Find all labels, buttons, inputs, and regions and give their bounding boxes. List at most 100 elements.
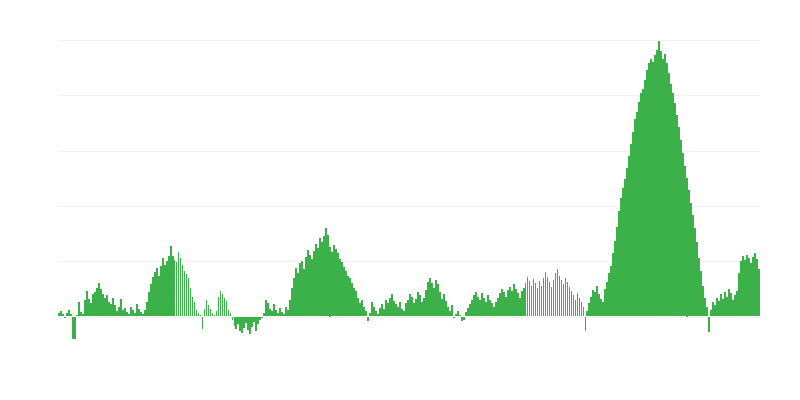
bar bbox=[143, 309, 146, 317]
bar bbox=[674, 103, 677, 317]
bar bbox=[598, 294, 601, 317]
bar bbox=[97, 283, 100, 317]
bar bbox=[335, 249, 338, 317]
bar bbox=[698, 257, 700, 317]
bar bbox=[221, 293, 224, 317]
bar bbox=[714, 305, 716, 317]
bar bbox=[470, 299, 473, 317]
bar bbox=[189, 287, 192, 317]
bar bbox=[309, 254, 312, 317]
gridline bbox=[58, 205, 760, 207]
bar bbox=[656, 49, 659, 317]
bar bbox=[458, 315, 461, 317]
bar bbox=[247, 316, 250, 330]
bar bbox=[526, 276, 529, 317]
bar bbox=[494, 302, 497, 317]
bar bbox=[111, 297, 114, 317]
bar bbox=[267, 303, 270, 317]
bar bbox=[345, 271, 347, 317]
bar bbox=[403, 310, 405, 317]
bar bbox=[608, 273, 611, 317]
bar bbox=[365, 310, 367, 317]
bar bbox=[560, 280, 563, 317]
bar bbox=[299, 263, 302, 317]
bar bbox=[684, 166, 687, 317]
bar bbox=[165, 261, 168, 317]
bar bbox=[325, 228, 328, 317]
bar bbox=[696, 242, 698, 317]
bar bbox=[640, 93, 643, 317]
bar bbox=[670, 84, 673, 317]
bar bbox=[434, 280, 437, 317]
bar bbox=[149, 284, 152, 317]
bar bbox=[203, 308, 206, 317]
bar bbox=[65, 312, 68, 317]
bar bbox=[752, 256, 754, 317]
bar bbox=[357, 297, 359, 317]
bar bbox=[416, 292, 419, 317]
bar bbox=[179, 258, 182, 317]
bar bbox=[694, 228, 697, 317]
bar bbox=[207, 305, 210, 317]
bar bbox=[257, 316, 260, 325]
bar bbox=[584, 316, 587, 331]
bar bbox=[592, 289, 595, 317]
bar bbox=[460, 316, 463, 321]
bar bbox=[412, 303, 415, 317]
bar bbox=[548, 282, 551, 317]
bar bbox=[359, 303, 361, 317]
bar bbox=[201, 316, 204, 329]
bar bbox=[371, 302, 373, 317]
bar bbox=[289, 299, 292, 317]
bar bbox=[562, 284, 565, 317]
bar bbox=[109, 304, 112, 317]
bar bbox=[534, 283, 537, 317]
bar bbox=[576, 293, 579, 317]
bar bbox=[446, 306, 449, 317]
bar bbox=[89, 303, 92, 317]
bar bbox=[606, 282, 609, 317]
bar bbox=[141, 313, 144, 317]
bar bbox=[125, 311, 128, 317]
bar bbox=[692, 214, 695, 317]
bar bbox=[418, 295, 421, 317]
bar bbox=[544, 272, 547, 317]
bar bbox=[83, 299, 86, 317]
bar bbox=[117, 306, 120, 317]
bar bbox=[347, 275, 349, 317]
bar bbox=[550, 286, 553, 317]
bar bbox=[81, 313, 84, 317]
bar bbox=[496, 297, 499, 317]
bar bbox=[119, 299, 122, 317]
bar bbox=[678, 127, 681, 317]
bar bbox=[337, 253, 340, 317]
bar bbox=[672, 93, 675, 317]
bar bbox=[405, 303, 407, 317]
bar bbox=[566, 282, 569, 317]
bar bbox=[255, 316, 258, 331]
bar bbox=[327, 235, 330, 317]
bar bbox=[121, 309, 124, 317]
bar bbox=[726, 296, 728, 317]
bar bbox=[361, 299, 363, 317]
bar bbox=[546, 276, 549, 317]
bar bbox=[137, 308, 140, 317]
bar bbox=[514, 288, 517, 317]
bar bbox=[740, 261, 742, 317]
bar bbox=[654, 55, 657, 317]
bar bbox=[442, 294, 445, 317]
bar bbox=[181, 264, 184, 317]
bar bbox=[556, 268, 559, 317]
bar bbox=[237, 316, 240, 325]
bar bbox=[223, 297, 226, 317]
bar bbox=[159, 265, 162, 317]
bar bbox=[387, 303, 389, 317]
bar bbox=[249, 316, 252, 334]
bar bbox=[508, 286, 511, 317]
bar bbox=[245, 316, 248, 324]
bar bbox=[151, 276, 154, 317]
bar bbox=[490, 303, 493, 317]
bar bbox=[702, 285, 704, 317]
bar bbox=[195, 309, 198, 317]
